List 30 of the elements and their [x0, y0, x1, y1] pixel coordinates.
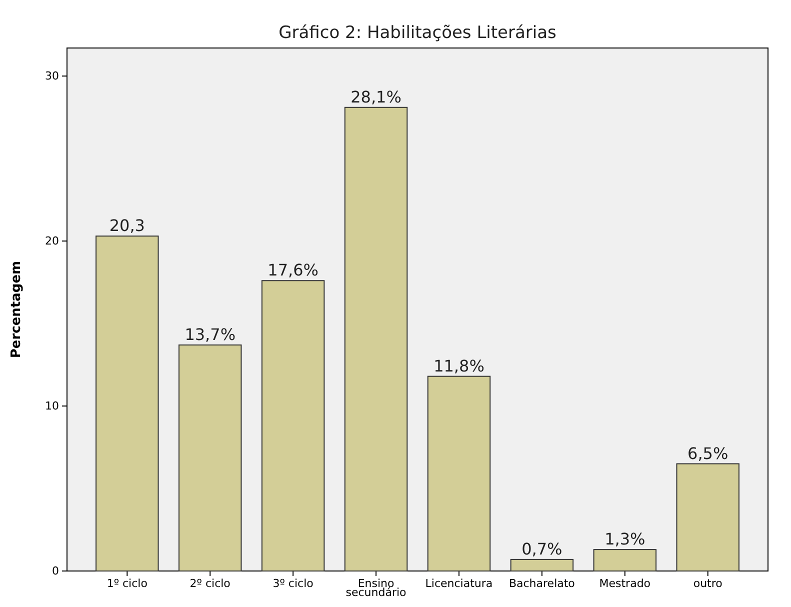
bar [510, 558, 574, 572]
y-tick-label: 20 [45, 234, 59, 248]
x-tick-label: Licenciatura [425, 576, 493, 590]
x-tick-label: Mestrado [599, 576, 651, 590]
chart-title: Gráfico 2: Habilitações Literárias [278, 23, 557, 43]
x-tick-label: Bacharelato [508, 576, 576, 590]
data-label: 13,7% [184, 324, 236, 344]
bar [427, 376, 491, 572]
data-label: 0,7% [522, 539, 562, 558]
x-tick-label: 1º ciclo [106, 576, 148, 590]
bar [593, 549, 657, 572]
bar [178, 344, 242, 572]
x-tick-label: outro [693, 576, 723, 590]
data-label: 6,5% [688, 444, 728, 463]
y-tick-label: 10 [45, 400, 59, 413]
bar [96, 236, 159, 572]
data-label: 11,8% [434, 356, 484, 376]
data-label: 28,1% [350, 87, 402, 106]
bar [344, 106, 408, 572]
bar [676, 463, 740, 572]
y-axis-title: Percentagem [9, 260, 24, 358]
x-tick-label: Ensino secundário [346, 576, 407, 600]
y-tick-label: 30 [45, 70, 59, 83]
x-tick-label: 3º ciclo [272, 576, 314, 590]
bar [261, 280, 325, 572]
x-tick-label: 2º ciclo [190, 576, 231, 590]
data-label: 1,3% [604, 530, 646, 549]
data-label: 17,6% [268, 260, 318, 280]
y-tick-label: 0 [52, 564, 59, 578]
data-label: 20,3 [109, 216, 145, 236]
